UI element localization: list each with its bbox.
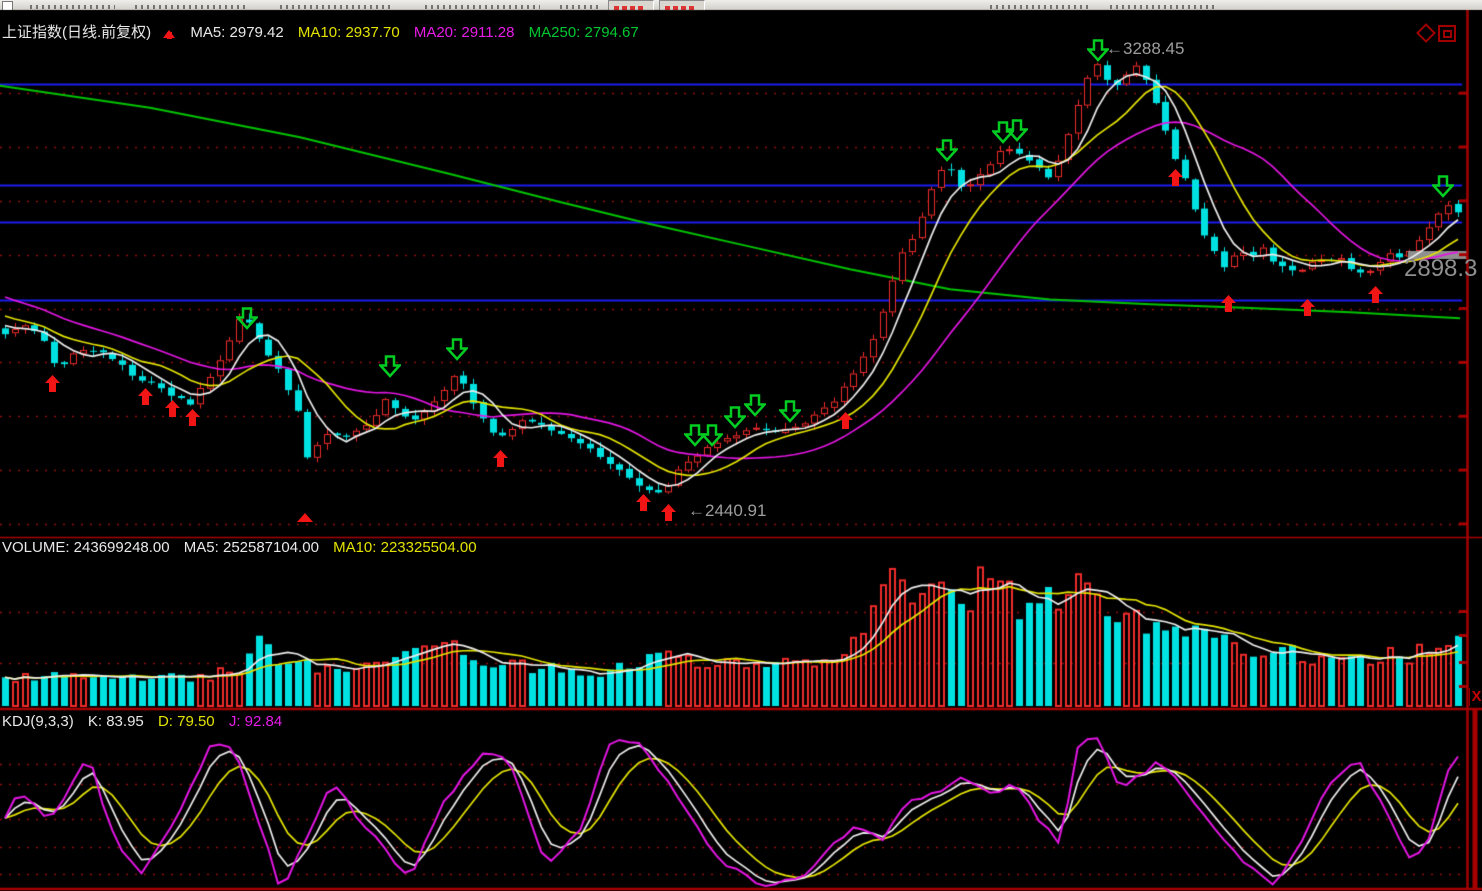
kdj-name: KDJ(9,3,3) <box>2 713 74 730</box>
sell-signal-arrow <box>1085 39 1111 67</box>
up-trend-arrow-icon <box>163 24 176 39</box>
buy-signal-arrow <box>1368 286 1383 308</box>
sell-signal-arrow <box>742 394 768 422</box>
volume-ma5-value: MA5: 252587104.00 <box>183 539 319 556</box>
low-price-label: ←2440.91 <box>688 501 767 520</box>
buy-signal-arrow <box>165 400 180 422</box>
sell-signal-arrow <box>444 338 470 366</box>
kdj-j-value: J: 92.84 <box>228 713 283 730</box>
restore-window-icon[interactable] <box>1438 24 1456 42</box>
buy-signal-arrow <box>1168 169 1183 191</box>
sell-signal-arrow <box>699 424 725 452</box>
kdj-d-value: D: 79.50 <box>157 713 215 730</box>
high-price-label: ←3288.45 <box>1106 39 1185 58</box>
buy-signal-arrow <box>1221 295 1236 317</box>
pane-controls <box>1416 23 1456 43</box>
kdj-header: KDJ(9,3,3) K: 83.95 D: 79.50 J: 92.84 <box>2 713 292 730</box>
buy-signal-arrow <box>493 450 508 472</box>
ma5-value: MA5: 2979.42 <box>190 24 284 41</box>
kdj-k-value: K: 83.95 <box>87 713 144 730</box>
ma10-value: MA10: 2937.70 <box>297 24 400 41</box>
volume-ma10-value: MA10: 223325504.00 <box>333 539 477 556</box>
bottom-triangle-marker <box>297 509 313 527</box>
ma20-value: MA20: 2911.28 <box>413 24 515 41</box>
symbol-title: 上证指数(日线.前复权) <box>2 24 152 41</box>
close-pane-button[interactable]: X <box>1469 688 1482 706</box>
sell-signal-arrow <box>1004 118 1030 147</box>
sell-signal-arrow <box>722 406 748 434</box>
sell-signal-arrow <box>934 138 960 167</box>
sell-signal-arrow <box>777 400 803 428</box>
sell-signal-arrow <box>1430 174 1456 203</box>
last-price-label: 2898.3 <box>1404 255 1478 282</box>
ma250-value: MA250: 2794.67 <box>528 24 639 41</box>
buy-signal-arrow <box>45 374 60 397</box>
sell-signal-arrow <box>990 121 1016 149</box>
diamond-icon[interactable] <box>1416 23 1436 43</box>
buy-signal-arrow <box>185 408 200 431</box>
sell-signal-arrow <box>234 306 260 335</box>
volume-header: VOLUME: 243699248.00 MA5: 252587104.00 M… <box>2 539 487 556</box>
buy-signal-arrow <box>1300 299 1315 321</box>
buy-signal-arrow <box>636 493 651 516</box>
sell-signal-arrow <box>377 354 403 383</box>
buy-signal-arrow <box>138 387 153 410</box>
buy-signal-arrow <box>838 412 853 434</box>
main-chart-header: 上证指数(日线.前复权) MA5: 2979.42 MA10: 2937.70 … <box>2 21 649 42</box>
buy-signal-arrow <box>661 504 676 526</box>
volume-value: VOLUME: 243699248.00 <box>2 539 170 556</box>
